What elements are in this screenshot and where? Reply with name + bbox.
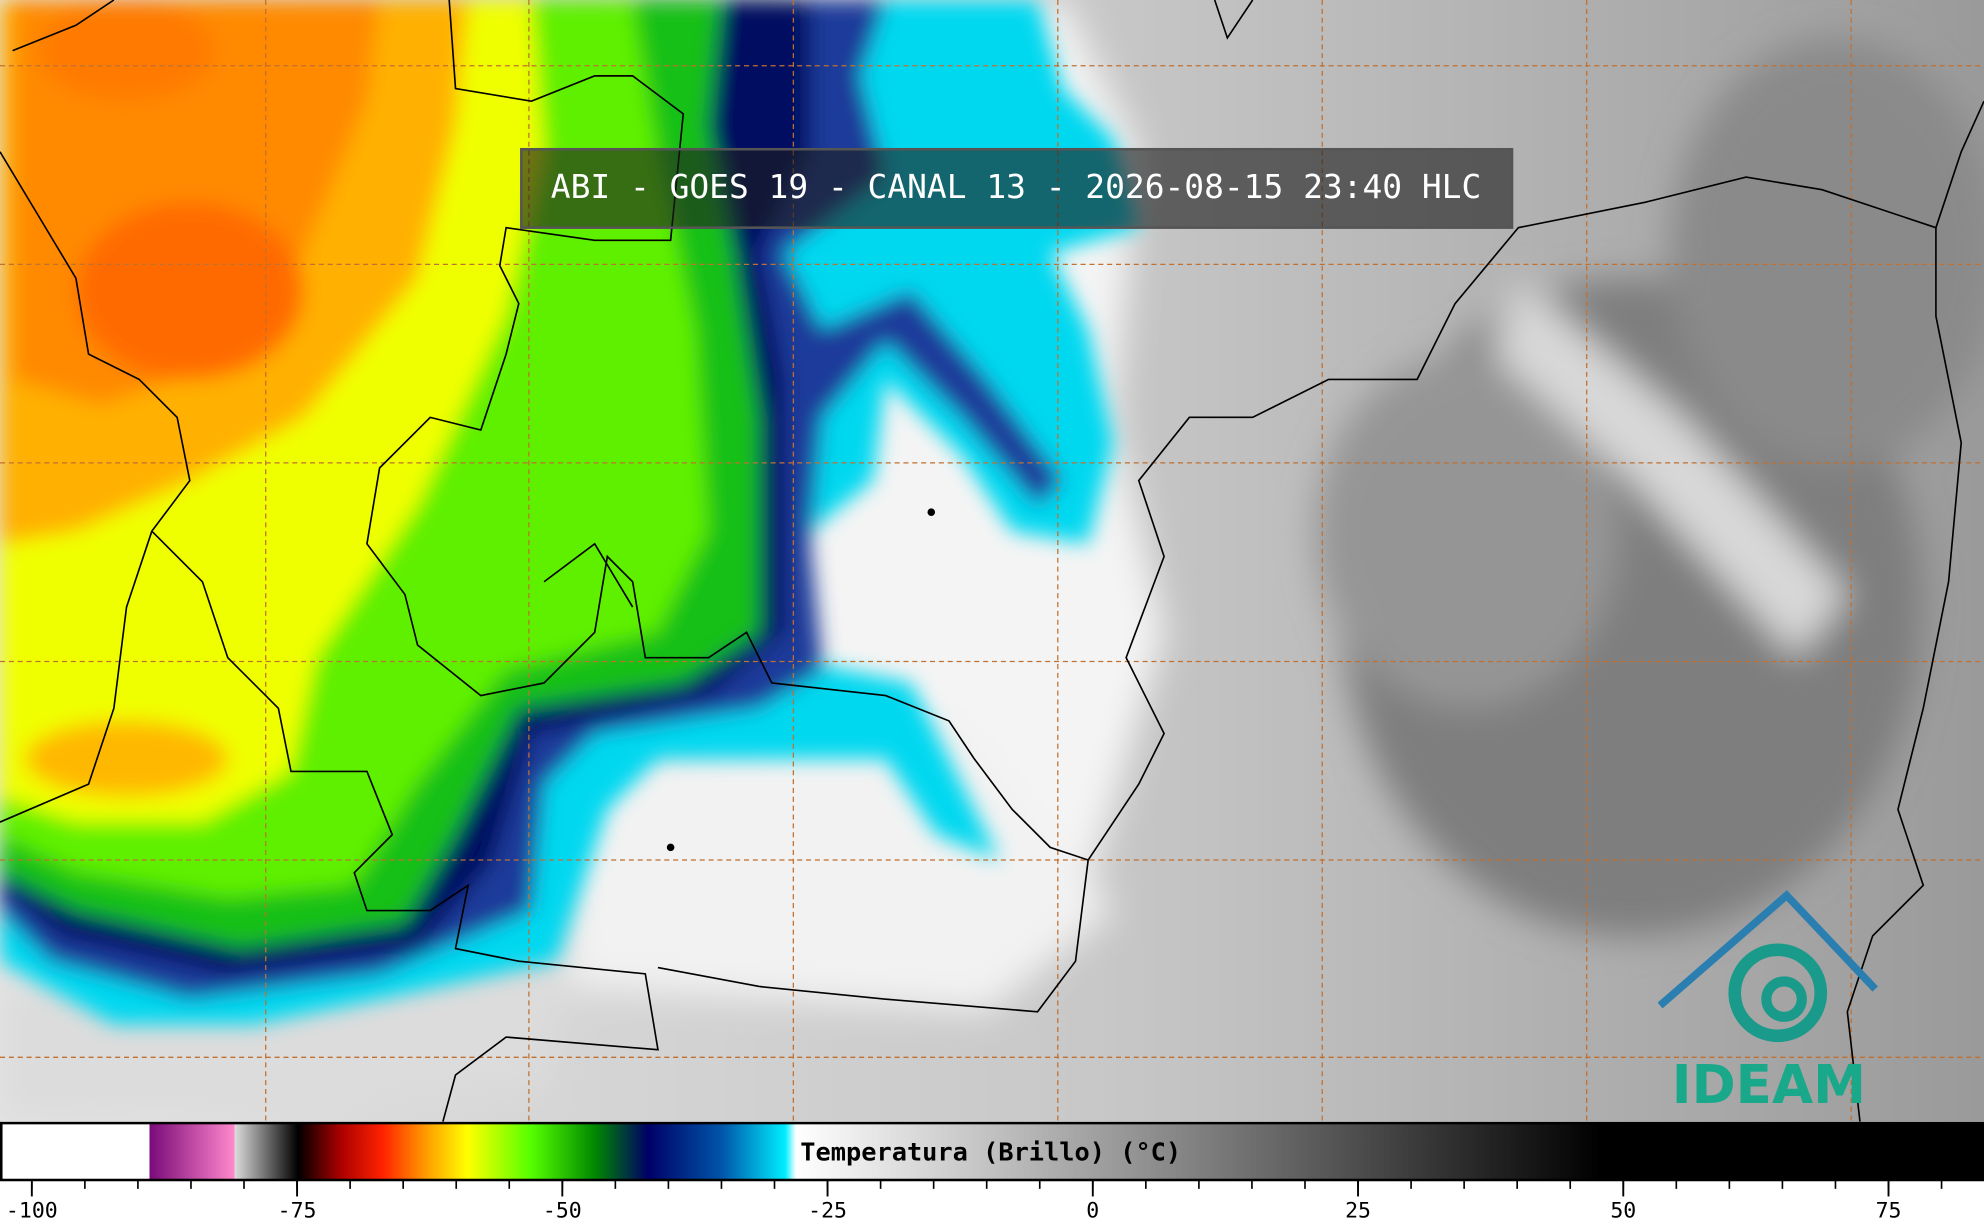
colorbar: Temperatura (Brillo) (°C) -100 -75 -50 -25 0… bbox=[0, 1121, 1984, 1223]
tick-label: -75 bbox=[278, 1199, 317, 1223]
tick-label: -50 bbox=[543, 1199, 582, 1223]
colorbar-label: Temperatura (Brillo) (°C) bbox=[800, 1137, 1181, 1166]
tick-label: 75 bbox=[1876, 1199, 1902, 1223]
tick-label: 0 bbox=[1086, 1199, 1099, 1223]
logo: IDEAM bbox=[1657, 890, 1878, 1116]
lat-lon-grid bbox=[0, 0, 1984, 1122]
title: ABI - GOES 19 - CANAL 13 - 2026-08-15 23… bbox=[551, 167, 1481, 206]
tick-label: -100 bbox=[6, 1199, 58, 1223]
tick-label: 25 bbox=[1345, 1199, 1371, 1223]
title-box bbox=[520, 147, 1514, 229]
tick-label: -25 bbox=[808, 1199, 847, 1223]
tick-label: 50 bbox=[1610, 1199, 1636, 1223]
colorbar-gradient bbox=[0, 1121, 1984, 1182]
logo-text: IDEAM bbox=[1672, 1054, 1866, 1116]
